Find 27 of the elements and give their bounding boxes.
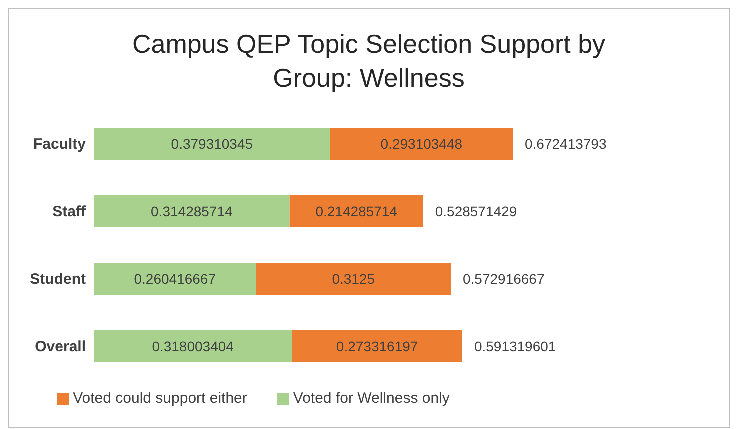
- chart-title: Campus QEP Topic Selection Support by Group: Wellness: [131, 28, 607, 95]
- total-label: 0.572916667: [463, 270, 545, 287]
- y-tick-label: Faculty: [33, 136, 87, 154]
- y-tick-label: Student: [30, 271, 86, 288]
- legend-label: Voted could support either: [73, 390, 248, 407]
- bar: [256, 263, 451, 295]
- data-label: 0.293103448: [380, 136, 463, 152]
- bar: [94, 128, 330, 160]
- bar: [94, 196, 290, 228]
- bar: [292, 330, 462, 362]
- legend-label: Voted for Wellness only: [293, 390, 450, 407]
- data-label: 0.260416667: [134, 270, 216, 287]
- data-label: 0.273316197: [336, 338, 418, 354]
- bar: [94, 330, 292, 362]
- bar: [94, 263, 256, 295]
- data-label: 0.379310345: [171, 136, 254, 152]
- data-label: 0.214285714: [316, 203, 398, 220]
- y-tick-label: Overall: [35, 338, 86, 356]
- data-label: 0.314285714: [151, 203, 233, 220]
- total-label: 0.528571429: [435, 203, 518, 220]
- total-label: 0.591319601: [474, 338, 556, 354]
- y-tick-label: Staff: [52, 204, 87, 221]
- data-label: 0.3125: [332, 270, 376, 287]
- bar: [330, 128, 513, 160]
- total-label: 0.672413793: [525, 136, 607, 152]
- bar: [290, 196, 424, 228]
- data-label: 0.318003404: [152, 338, 234, 354]
